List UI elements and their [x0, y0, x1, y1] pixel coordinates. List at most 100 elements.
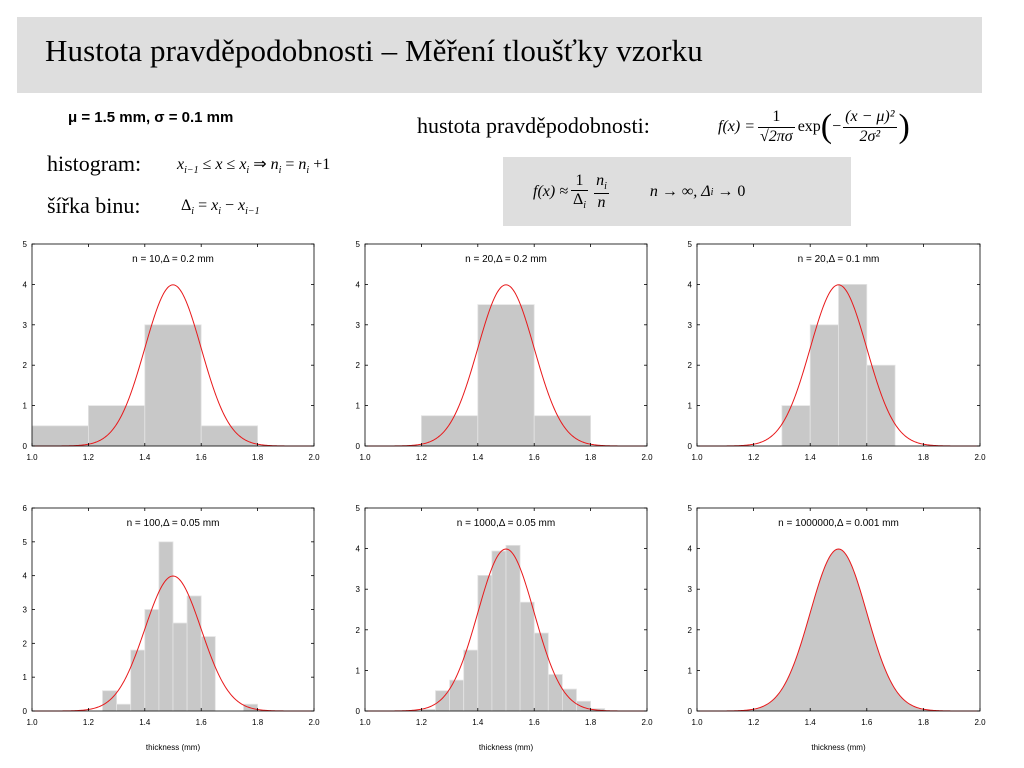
- x-tick-label: 1.6: [196, 453, 208, 462]
- histogram-bar: [781, 405, 811, 447]
- histogram-bar: [838, 283, 868, 447]
- x-tick-label: 1.0: [359, 453, 371, 462]
- chart-title: n = 10,Δ = 0.2 mm: [132, 254, 214, 265]
- chart-title: n = 1000,Δ = 0.05 mm: [457, 518, 555, 529]
- y-tick-label: 1: [356, 666, 361, 675]
- histogram-bar: [116, 703, 132, 712]
- x-tick-label: 1.8: [918, 718, 930, 727]
- approx-limit: n → ∞, Δ: [649, 183, 711, 200]
- plot-frame: [696, 243, 981, 447]
- histogram-bar: [477, 304, 535, 447]
- plot-frame: [31, 243, 315, 447]
- chart-panel-2: 1.0 1.2 1.4 1.6 1.8 2.0 0 1 2 3 4 5 n = 20,Δ = 0.2 m…: [356, 240, 654, 462]
- y-tick-label: 2: [688, 626, 693, 635]
- density-curve: [697, 284, 980, 447]
- x-tick-label: 1.2: [748, 453, 760, 462]
- title-bar: Hustota pravděpodobnosti – Měření tloušť…: [17, 17, 982, 93]
- histogram-bar: [200, 425, 258, 447]
- x-tick-label: 1.8: [918, 453, 930, 462]
- plot-frame: [696, 507, 981, 712]
- y-tick-label: 3: [356, 321, 361, 330]
- plot-frame: [364, 243, 648, 447]
- x-tick-label: 1.2: [748, 718, 760, 727]
- chart-panel-5: 1.0 1.2 1.4 1.6 1.8 2.0 0 1 2 3 4 5 n = 1000,Δ = 0.0…: [356, 504, 654, 752]
- histogram-bar: [186, 595, 202, 712]
- y-tick-label: 5: [688, 240, 693, 249]
- chart-panel-6: 1.0 1.2 1.4 1.6 1.8 2.0 0 1 2 3 4 5 n = 1000000,Δ = …: [688, 504, 987, 752]
- y-tick-label: 1: [356, 402, 361, 411]
- y-tick-label: 2: [688, 361, 693, 370]
- x-tick-label: 1.6: [196, 718, 208, 727]
- density-curve: [32, 575, 314, 712]
- x-tick-label: 1.0: [691, 453, 703, 462]
- chart-panel-3: 1.0 1.2 1.4 1.6 1.8 2.0 0 1 2 3 4 5 n = 20,Δ = 0.1 m…: [688, 240, 987, 462]
- y-tick-label: 5: [23, 538, 28, 547]
- histogram-bar: [533, 632, 549, 712]
- x-tick-label: 1.4: [139, 453, 151, 462]
- y-tick-label: 0: [356, 707, 361, 716]
- y-tick-label: 1: [688, 402, 693, 411]
- y-tick-label: 2: [356, 361, 361, 370]
- y-tick-label: 4: [356, 280, 361, 289]
- chart-panel-4: 1.0 1.2 1.4 1.6 1.8 2.0 0 1 2 3 4 5 6 n = 100,Δ = 0.0…: [23, 504, 321, 752]
- x-tick-label: 1.8: [252, 718, 264, 727]
- page-title: Hustota pravděpodobnosti – Měření tloušť…: [45, 33, 703, 68]
- y-tick-label: 1: [688, 666, 693, 675]
- parameters-label: μ = 1.5 mm, σ = 0.1 mm: [68, 109, 234, 126]
- x-tick-label: 1.6: [861, 453, 873, 462]
- x-axis-label: thickness (mm): [146, 743, 201, 752]
- y-tick-label: 0: [688, 707, 693, 716]
- x-tick-label: 1.0: [26, 718, 38, 727]
- y-tick-label: 2: [23, 361, 28, 370]
- histogram-bar: [130, 649, 146, 712]
- x-tick-label: 1.4: [472, 453, 484, 462]
- density-curve: [365, 548, 647, 712]
- x-tick-label: 1.8: [252, 453, 264, 462]
- histogram-bar: [866, 364, 896, 447]
- histogram-bar: [200, 636, 216, 712]
- y-tick-label: 5: [688, 504, 693, 513]
- x-tick-label: 1.4: [139, 718, 151, 727]
- histogram-bar: [435, 690, 451, 712]
- density-den: √2πσ: [760, 127, 793, 145]
- x-tick-label: 1.0: [691, 718, 703, 727]
- chart-title: n = 20,Δ = 0.2 mm: [465, 254, 547, 265]
- histogram-bar: [809, 324, 839, 447]
- x-tick-label: 2.0: [641, 453, 653, 462]
- x-tick-label: 2.0: [308, 453, 320, 462]
- x-axis-label: thickness (mm): [811, 743, 866, 752]
- histogram-bar: [547, 674, 563, 712]
- x-tick-label: 1.2: [416, 453, 428, 462]
- binwidth-rule: Δi = xi − xi−1: [181, 197, 260, 218]
- plot-frame: [364, 507, 648, 712]
- y-tick-label: 5: [356, 240, 361, 249]
- y-tick-label: 4: [688, 280, 693, 289]
- x-tick-label: 1.2: [83, 453, 95, 462]
- chart-title: n = 1000000,Δ = 0.001 mm: [778, 518, 899, 529]
- x-tick-label: 1.4: [805, 718, 817, 727]
- histogram-bar: [144, 609, 160, 712]
- histogram-bar: [31, 425, 89, 447]
- x-axis-label: thickness (mm): [479, 743, 534, 752]
- x-tick-label: 2.0: [308, 718, 320, 727]
- x-tick-label: 1.4: [472, 718, 484, 727]
- y-tick-label: 0: [23, 707, 28, 716]
- binwidth-label: šířka binu:: [47, 193, 141, 218]
- x-tick-label: 1.6: [529, 718, 541, 727]
- histogram-label: histogram:: [47, 151, 142, 176]
- y-tick-label: 2: [23, 639, 28, 648]
- histogram-bar: [463, 649, 479, 712]
- y-tick-label: 1: [23, 402, 28, 411]
- y-tick-label: 2: [356, 626, 361, 635]
- density-curve: [365, 284, 647, 447]
- y-tick-label: 0: [688, 442, 693, 451]
- y-tick-label: 0: [23, 442, 28, 451]
- histogram-bar: [158, 541, 174, 712]
- y-tick-label: 3: [356, 585, 361, 594]
- density-label: hustota pravděpodobnosti:: [417, 113, 650, 138]
- y-tick-label: 1: [23, 673, 28, 682]
- approx-limit-tail: → 0: [717, 183, 746, 200]
- x-tick-label: 1.4: [805, 453, 817, 462]
